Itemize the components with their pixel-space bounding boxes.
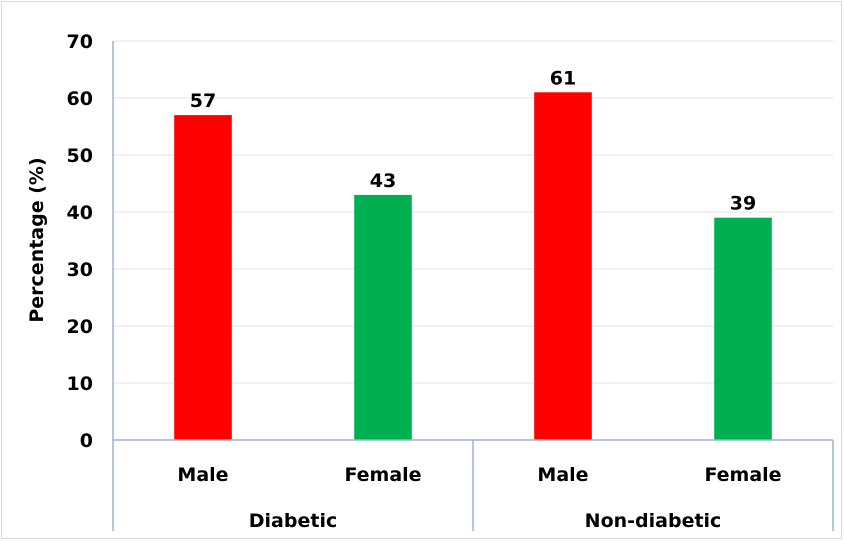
y-axis-ticks: 0 10 20 30 40 50 60 70 <box>67 31 93 452</box>
bar-diabetic-male <box>174 115 232 440</box>
x-category-label: Female <box>344 464 421 486</box>
data-label: 57 <box>190 90 216 112</box>
category-labels: Male Female Diabetic Male Female Non-diabetic <box>177 464 781 532</box>
x-category-label: Female <box>704 464 781 486</box>
data-label: 39 <box>730 193 756 215</box>
y-tick-label: 50 <box>67 145 93 167</box>
x-category-label: Male <box>537 464 588 486</box>
y-tick-label: 20 <box>67 316 93 338</box>
x-group-label: Non-diabetic <box>585 510 722 532</box>
y-tick-label: 30 <box>67 259 93 281</box>
y-tick-label: 40 <box>67 202 93 224</box>
y-tick-label: 60 <box>67 88 93 110</box>
x-category-label: Male <box>177 464 228 486</box>
y-tick-label: 70 <box>67 31 93 53</box>
bar-non-diabetic-male <box>534 92 592 441</box>
data-label: 43 <box>370 170 396 192</box>
y-axis-title: Percentage (%) <box>26 157 48 322</box>
bars <box>174 92 772 441</box>
data-label: 61 <box>550 67 576 89</box>
bar-diabetic-female <box>354 194 412 440</box>
y-tick-label: 0 <box>80 430 93 452</box>
axes <box>112 41 834 531</box>
bar-non-diabetic-female <box>714 217 772 440</box>
gridlines <box>113 40 833 384</box>
data-labels: 57 43 61 39 <box>190 67 756 214</box>
x-group-label: Diabetic <box>249 510 337 532</box>
y-tick-label: 10 <box>67 373 93 395</box>
